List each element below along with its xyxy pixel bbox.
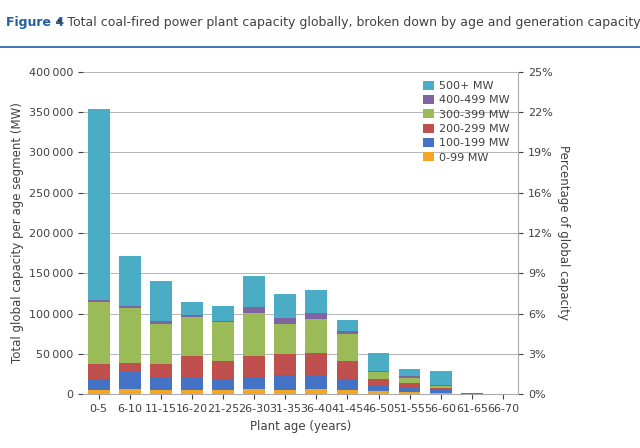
Bar <box>150 281 172 321</box>
Bar <box>212 321 234 323</box>
Bar <box>119 308 141 363</box>
Bar <box>430 389 452 392</box>
Legend: 500+ MW, 400-499 MW, 300-399 MW, 200-299 MW, 100-199 MW, 0-99 MW: 500+ MW, 400-499 MW, 300-399 MW, 200-299… <box>420 77 513 166</box>
Bar <box>305 319 327 353</box>
Bar <box>275 294 296 318</box>
Bar <box>212 390 234 394</box>
Bar <box>243 356 265 377</box>
Bar <box>119 363 141 372</box>
Bar <box>88 300 109 302</box>
Bar <box>88 364 109 379</box>
Bar <box>150 377 172 390</box>
Bar <box>119 372 141 388</box>
Bar <box>212 361 234 379</box>
Bar <box>305 290 327 313</box>
Bar <box>88 390 109 394</box>
Bar <box>212 379 234 390</box>
Bar <box>88 302 109 364</box>
Bar <box>337 390 358 394</box>
Bar <box>399 392 420 394</box>
Bar <box>243 276 265 307</box>
Bar <box>243 388 265 394</box>
Bar <box>150 321 172 324</box>
Bar <box>305 313 327 319</box>
Bar <box>275 390 296 394</box>
Text: • Total coal-fired power plant capacity globally, broken down by age and generat: • Total coal-fired power plant capacity … <box>52 16 640 29</box>
Bar <box>430 392 452 394</box>
Bar <box>181 378 203 390</box>
Bar <box>181 356 203 378</box>
Bar <box>337 334 358 361</box>
Text: Figure 4: Figure 4 <box>6 16 65 29</box>
Bar <box>243 377 265 388</box>
Bar <box>212 323 234 361</box>
Bar <box>305 376 327 388</box>
Bar <box>243 313 265 356</box>
Bar <box>88 109 109 300</box>
Bar <box>399 376 420 378</box>
Bar <box>150 390 172 394</box>
X-axis label: Plant age (years): Plant age (years) <box>250 419 351 432</box>
Bar <box>367 371 389 372</box>
Bar <box>275 318 296 323</box>
Bar <box>337 332 358 334</box>
Bar <box>367 392 389 394</box>
Bar <box>367 353 389 371</box>
Bar <box>150 364 172 377</box>
Bar <box>181 317 203 356</box>
Bar <box>275 375 296 390</box>
Bar <box>181 390 203 394</box>
Bar <box>367 379 389 385</box>
Bar <box>430 386 452 388</box>
Y-axis label: Total global capacity per age segment (MW): Total global capacity per age segment (M… <box>10 103 24 363</box>
Bar <box>367 385 389 392</box>
Bar <box>119 306 141 308</box>
Bar <box>119 388 141 394</box>
Bar <box>399 378 420 383</box>
Bar <box>399 383 420 387</box>
Bar <box>181 315 203 317</box>
Bar <box>150 324 172 364</box>
Bar <box>275 354 296 375</box>
Bar <box>119 256 141 306</box>
Bar <box>337 379 358 390</box>
Bar <box>337 320 358 332</box>
Bar <box>399 387 420 392</box>
Bar <box>305 353 327 376</box>
Bar <box>367 372 389 379</box>
Bar <box>181 302 203 315</box>
Bar <box>430 385 452 386</box>
Bar <box>275 323 296 354</box>
Y-axis label: Percentage of global capacity: Percentage of global capacity <box>557 146 570 320</box>
Bar <box>212 306 234 321</box>
Bar <box>243 307 265 313</box>
Bar <box>337 361 358 379</box>
Bar <box>88 379 109 390</box>
Bar <box>305 388 327 394</box>
Bar <box>430 388 452 389</box>
Bar <box>430 371 452 385</box>
Bar <box>399 369 420 376</box>
